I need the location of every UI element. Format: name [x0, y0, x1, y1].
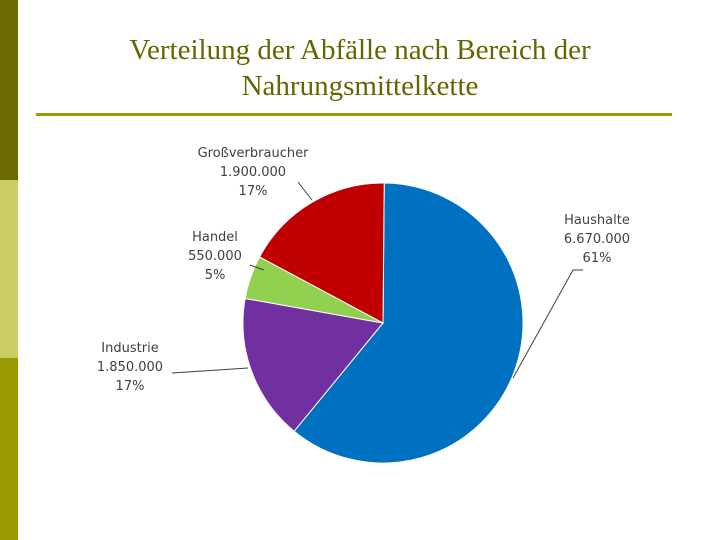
leader-line-industrie: [171, 367, 249, 374]
title-divider: [36, 113, 672, 116]
slice-label-value: 1.900.000: [220, 165, 286, 180]
leader-lines: [171, 181, 583, 379]
pie-slice-großverbraucher: [258, 182, 385, 324]
slice-label-value: 550.000: [188, 249, 242, 264]
slice-label-percent: 17%: [116, 379, 145, 394]
slice-label-name: Haushalte: [564, 213, 630, 228]
accent-bar-bottom: [0, 358, 18, 540]
slice-label-value: 6.670.000: [564, 232, 630, 247]
leader-line-handel: [249, 264, 265, 271]
slice-label-percent: 61%: [583, 251, 612, 266]
accent-bar-top: [0, 0, 18, 180]
slice-label-name: Industrie: [101, 341, 158, 356]
pie-slices: [242, 182, 524, 464]
leader-line-haushalte: [512, 269, 583, 379]
slide-title: Verteilung der Abfälle nach Bereich der …: [129, 34, 591, 102]
slice-label-percent: 5%: [205, 268, 226, 283]
slice-labels: Haushalte 6.670.000 61% Industrie 1.850.000 1…: [97, 146, 630, 394]
pie-slice-industrie: [242, 297, 384, 432]
slice-label-name: Handel: [192, 230, 238, 245]
slice-label-name: Großverbraucher: [198, 146, 309, 161]
leader-line-großverbraucher: [297, 181, 313, 201]
pie-slice-haushalte: [293, 182, 524, 464]
accent-bar-middle: [0, 180, 18, 358]
slice-label-percent: 17%: [239, 184, 268, 199]
slice-label-value: 1.850.000: [97, 360, 163, 375]
